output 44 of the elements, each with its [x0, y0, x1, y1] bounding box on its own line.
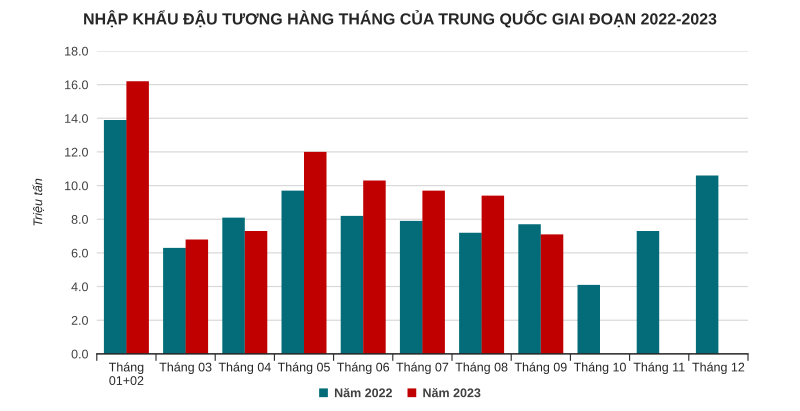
y-tick-label: 8.0 [72, 215, 88, 224]
y-tick-label: 6.0 [72, 248, 88, 258]
bar [578, 284, 600, 354]
bar [400, 220, 422, 354]
bar [363, 180, 386, 354]
x-tick-label: Tháng 05 [278, 362, 330, 374]
bar [104, 120, 126, 354]
y-tick-label: 10.0 [65, 181, 88, 190]
bar [304, 152, 326, 354]
y-tick-label: 4.0 [71, 282, 88, 292]
y-tick-label: 14.0 [65, 114, 88, 123]
x-tick-label: Tháng 07 [396, 362, 448, 374]
x-tick-label: Tháng 08 [455, 362, 508, 374]
bar [244, 231, 268, 354]
x-tick-label: Tháng 10 [574, 362, 626, 374]
bar [518, 224, 541, 354]
bar [422, 190, 445, 354]
bar [163, 248, 186, 354]
bar [696, 175, 718, 354]
x-tick-label: Tháng 01+02 [108, 362, 144, 385]
bar [459, 232, 482, 354]
bar [636, 231, 660, 354]
legend-label: Năm 2022 [334, 388, 392, 398]
x-tick-label: Tháng 11 [634, 362, 685, 374]
chart-title: NHẬP KHẨU ĐẬU TƯƠNG HÀNG THÁNG CỦA TRUNG QUỐC GIAI ĐOẠN 2022-2023 [84, 10, 716, 28]
x-tick-label: Tháng 04 [218, 362, 271, 374]
y-axis-title: Triệu tấn [32, 178, 44, 226]
bar [186, 239, 208, 354]
legend-label: Năm 2023 [423, 388, 480, 398]
y-tick-label: 12.0 [65, 148, 88, 157]
x-tick-label: Tháng 06 [337, 362, 390, 374]
bar [340, 216, 364, 354]
x-tick-label: Tháng 09 [514, 362, 567, 374]
y-tick-label: 18.0 [65, 46, 88, 56]
bar [282, 190, 304, 354]
y-tick-label: 2.0 [72, 316, 88, 325]
x-tick-label: Tháng 03 [159, 362, 212, 374]
bar [482, 196, 504, 354]
x-tick-label: Tháng 12 [692, 362, 744, 374]
y-tick-label: 16.0 [65, 80, 88, 90]
bar [222, 218, 245, 354]
bar [540, 234, 564, 354]
bar [126, 81, 149, 354]
y-tick-label: 0.0 [72, 350, 88, 359]
